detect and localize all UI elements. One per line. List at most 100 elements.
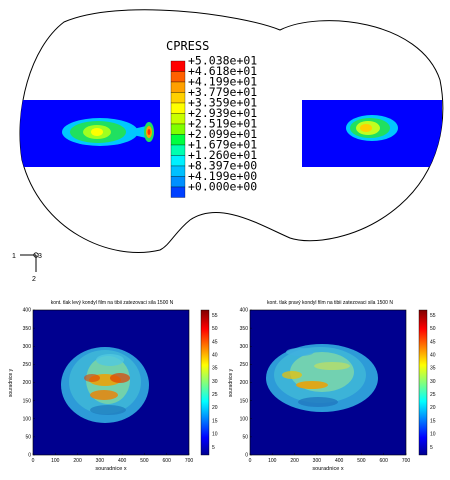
plot-title: kont. tlak levý kondyl film na tibii zat…	[51, 300, 174, 306]
legend-swatch	[170, 144, 186, 156]
colorbar-tick-label: 50	[212, 326, 218, 332]
y-tick-label: 350	[240, 326, 249, 332]
x-tick-label: 0	[32, 458, 35, 464]
colorbar-tick-label: 55	[212, 313, 218, 319]
colorbar-tick-label: 25	[430, 392, 436, 398]
legend-value: +5.038e+01	[188, 54, 257, 68]
y-axis-label: souradnice y	[228, 368, 234, 397]
y-tick-label: 400	[240, 308, 249, 314]
colorbar-tick-label: 5	[430, 445, 433, 451]
tibia-outline	[19, 9, 444, 253]
colorbar-tick-label: 45	[430, 339, 436, 345]
colorbar-tick-label: 35	[430, 366, 436, 372]
y-tick-label: 0	[245, 453, 248, 459]
legend-swatch	[170, 113, 186, 125]
colorbar-tick-label: 10	[430, 432, 436, 438]
legend-swatch	[170, 176, 186, 188]
legend-value: +0.000e+00	[188, 180, 257, 194]
y-tick-label: 200	[240, 380, 249, 386]
y-tick-label: 200	[23, 380, 32, 386]
legend-labels: +5.038e+01+4.618e+01+4.199e+01+3.779e+01…	[188, 54, 257, 194]
colorbar-tick-label: 15	[212, 418, 218, 424]
x-axis-label: souradnice x	[312, 466, 343, 472]
x-tick-label: 400	[118, 458, 127, 464]
legend-swatch	[170, 186, 186, 198]
x-tick-label: 300	[96, 458, 105, 464]
legend-value: +4.199e+01	[188, 75, 257, 89]
legend-swatch	[170, 102, 186, 114]
heatmap-plot-left: kont. tlak levý kondyl film na tibii zat…	[8, 300, 218, 472]
triad-x-label: 1	[12, 253, 16, 260]
colorbar-tick-label: 50	[430, 326, 436, 332]
y-tick-label: 300	[240, 344, 249, 350]
legend-swatch	[170, 81, 186, 93]
legend-swatch	[170, 60, 186, 72]
y-tick-label: 0	[28, 453, 31, 459]
y-tick-label: 150	[240, 398, 249, 404]
x-ticks: 0 100 200 300 400 500 600 700	[249, 453, 410, 464]
y-tick-label: 300	[23, 344, 32, 350]
y-tick-label: 150	[23, 398, 32, 404]
x-tick-label: 400	[335, 458, 344, 464]
heatmap-blob	[266, 344, 378, 412]
legend-title: CPRESS	[166, 39, 209, 53]
legend-swatch	[170, 155, 186, 167]
x-tick-label: 600	[380, 458, 389, 464]
legend-value: +3.779e+01	[188, 85, 257, 99]
legend-swatch	[170, 134, 186, 146]
fea-view: CPRESS +5.038e+01+4.618e+01+4.199e+01+3.…	[12, 9, 444, 283]
x-ticks: 0 100 200 300 400 500 600 700	[32, 453, 193, 464]
x-tick-label: 300	[313, 458, 322, 464]
legend-swatch	[170, 92, 186, 104]
x-tick-label: 100	[51, 458, 60, 464]
y-tick-label: 50	[25, 435, 31, 441]
triad-y-label: 3	[38, 253, 42, 260]
right-hotspot	[346, 115, 398, 141]
colorbar-ticks: 5 10 15 20 25 30 35 40 45 50 55	[212, 313, 218, 451]
colorbar-tick-label: 30	[430, 379, 436, 385]
colorbar-tick-label: 5	[212, 445, 215, 451]
legend-value: +3.359e+01	[188, 96, 257, 110]
x-tick-label: 500	[357, 458, 366, 464]
colorbar	[200, 309, 210, 456]
legend-swatch	[170, 165, 186, 177]
colorbar-ticks: 5 10 15 20 25 30 35 40 45 50 55	[430, 313, 436, 451]
colorbar-tick-label: 55	[430, 313, 436, 319]
colorbar-tick-label: 40	[212, 353, 218, 359]
x-tick-label: 100	[268, 458, 277, 464]
y-tick-label: 100	[23, 416, 32, 422]
colorbar-tick-label: 10	[212, 432, 218, 438]
heatmap-blob	[61, 347, 149, 423]
x-axis-label: souradnice x	[95, 466, 126, 472]
x-tick-label: 600	[163, 458, 172, 464]
heatmap-plot-right: kont. tlak pravý kondyl film na tibii za…	[228, 300, 436, 472]
y-axis-label: souradnice y	[8, 368, 14, 397]
y-ticks: 0 50 100 150 200 250 300 350 400	[23, 308, 35, 459]
triad-z-label: 2	[32, 276, 36, 283]
legend-value: +2.519e+01	[188, 117, 257, 131]
legend-value: +4.618e+01	[188, 64, 257, 78]
colorbar-tick-label: 25	[212, 392, 218, 398]
legend-swatches	[170, 60, 186, 198]
x-tick-label: 0	[249, 458, 252, 464]
colorbar-tick-label: 20	[212, 405, 218, 411]
x-tick-label: 200	[290, 458, 299, 464]
y-tick-label: 50	[242, 435, 248, 441]
left-hotspot	[62, 118, 154, 146]
colorbar-tick-label: 20	[430, 405, 436, 411]
y-tick-label: 350	[23, 326, 32, 332]
legend-swatch	[170, 71, 186, 83]
colorbar-tick-label: 15	[430, 418, 436, 424]
legend-swatch	[170, 123, 186, 135]
colorbar-tick-label: 30	[212, 379, 218, 385]
x-tick-label: 200	[73, 458, 82, 464]
y-tick-label: 250	[23, 362, 32, 368]
legend-value: +8.397e+00	[188, 159, 257, 173]
colorbar-tick-label: 45	[212, 339, 218, 345]
legend: CPRESS +5.038e+01+4.618e+01+4.199e+01+3.…	[166, 39, 257, 198]
plot-title: kont. tlak pravý kondyl film na tibii za…	[267, 300, 393, 306]
legend-value: +2.099e+01	[188, 127, 257, 141]
legend-value: +4.199e+00	[188, 169, 257, 183]
y-tick-label: 250	[240, 362, 249, 368]
legend-value: +1.679e+01	[188, 138, 257, 152]
